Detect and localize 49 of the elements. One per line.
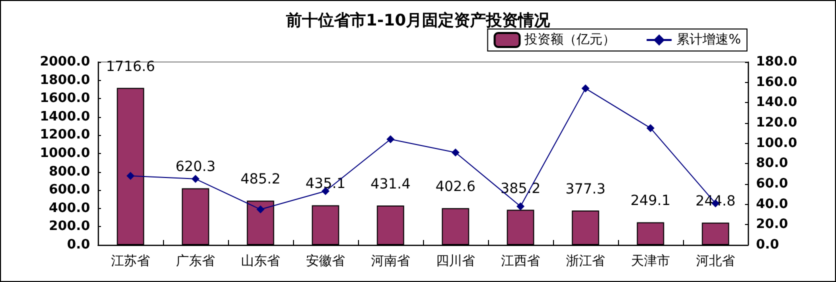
point: [256, 205, 264, 214]
point: [192, 174, 200, 183]
y2-tick-label: 0.0: [756, 238, 780, 252]
x-tick-label: 河南省: [371, 254, 410, 269]
data-label: 402.6: [435, 179, 476, 196]
data-label: 485.2: [240, 172, 281, 188]
y2-tick-label: 80.0: [756, 156, 788, 172]
y-tick-label: 2000.0: [40, 54, 90, 70]
y2-tick-label: 160.0: [756, 74, 798, 90]
chart-title: 前十位省市1-10月固定资产投资情况: [284, 10, 552, 30]
point: [646, 124, 654, 132]
y2-tick-label: 20.0: [756, 217, 788, 232]
y2-tick-label: 180.0: [756, 54, 798, 70]
x-tick-label: 安徽省: [306, 253, 345, 269]
y2-tick-label: 60.0: [756, 176, 788, 192]
x-tick-label: 天津市: [631, 254, 670, 269]
data-label: 431.4: [370, 176, 411, 193]
y-tick-label: 400.0: [48, 200, 90, 216]
x-tick-label: 江西省: [501, 254, 540, 269]
y-tick-label: 1200.0: [40, 128, 90, 143]
y-tick-label: 600.0: [48, 182, 90, 198]
point: [516, 202, 524, 210]
point: [452, 148, 460, 156]
data-label: 249.1: [630, 193, 671, 210]
y-tick-label: 200.0: [48, 219, 90, 234]
x-tick-label: 广东省: [176, 254, 215, 269]
legend-label: 投资额（亿元）: [524, 32, 616, 48]
y-tick-label: 1600.0: [40, 91, 90, 106]
x-tick-label: 四川省: [436, 254, 475, 269]
y2-tick-label: 100.0: [756, 136, 798, 151]
y2-tick-label: 120.0: [756, 116, 798, 130]
point: [126, 172, 134, 180]
y-tick-label: 1000.0: [40, 146, 90, 161]
point: [582, 84, 590, 92]
point: [386, 135, 394, 144]
y2-tick-label: 40.0: [756, 196, 788, 212]
y-tick-label: 800.0: [48, 164, 90, 180]
y-tick-label: 0.0: [66, 238, 90, 252]
legend-label: 累计增速%: [676, 32, 742, 48]
data-label: 620.3: [175, 159, 216, 176]
y-tick-label: 1800.0: [40, 72, 90, 88]
x-tick-label: 河北省: [696, 254, 735, 269]
x-tick-label: 浙江省: [566, 254, 605, 269]
x-tick-label: 山东省: [241, 254, 280, 269]
y2-tick-label: 140.0: [756, 95, 798, 110]
x-tick-label: 江苏省: [111, 254, 150, 269]
data-label: 1716.6: [106, 58, 156, 75]
y-tick-label: 1400.0: [40, 109, 90, 124]
data-label: 377.3: [565, 181, 606, 198]
